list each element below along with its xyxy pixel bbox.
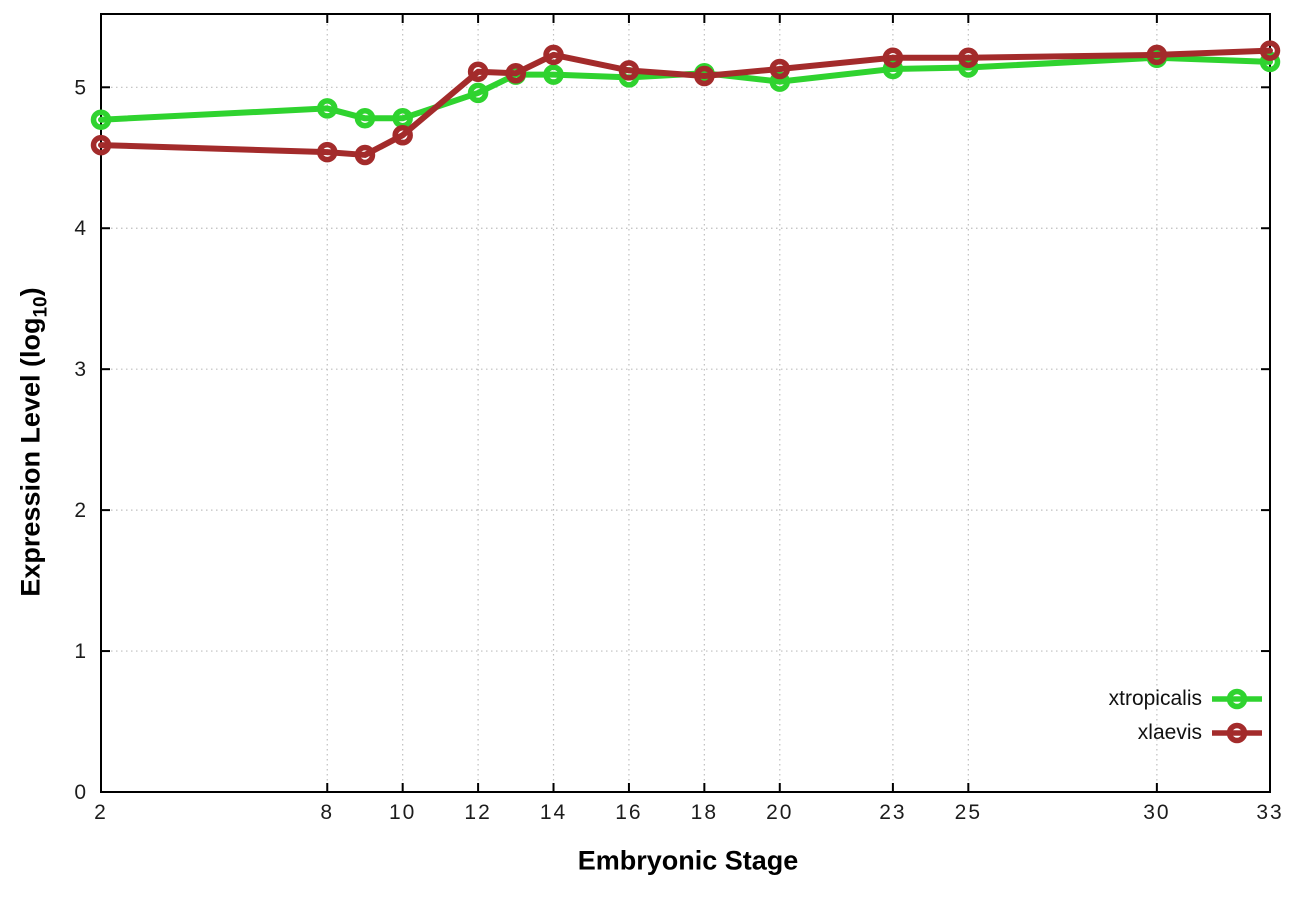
x-tick-label: 30 (1143, 801, 1170, 824)
y-tick-label: 1 (74, 640, 88, 663)
data-point-xlaevis-stage-9 (354, 144, 376, 166)
y-axis-title: Expression Level (log10) (16, 287, 53, 596)
data-point-xlaevis-stage-8 (317, 141, 338, 163)
x-axis-title: Embryonic Stage (577, 845, 799, 876)
legend: xtropicalis xlaevis (1109, 682, 1263, 750)
x-tick-label: 20 (766, 801, 793, 824)
y-axis-title-suffix: ) (15, 287, 46, 297)
series-marker-icon (1212, 722, 1262, 744)
data-point-xlaevis-stage-10 (392, 124, 413, 146)
x-tick-label: 12 (464, 801, 491, 824)
data-point-xlaevis-stage-30 (1146, 44, 1168, 66)
y-tick-label: 2 (74, 499, 88, 522)
x-tick-label: 14 (540, 801, 567, 824)
data-point-xlaevis-stage-25 (958, 47, 979, 68)
data-point-xtropicalis-stage-2 (90, 109, 112, 130)
data-point-xtropicalis-stage-12 (467, 82, 489, 104)
x-tick-label: 23 (879, 801, 906, 824)
series-marker-icon (1212, 688, 1262, 710)
series-line-xlaevis (98, 47, 1273, 158)
legend-label: xlaevis (1137, 721, 1202, 744)
plot-border (100, 13, 1271, 793)
data-point-xlaevis-stage-13 (505, 62, 527, 84)
data-point-xlaevis-stage-14 (543, 44, 564, 66)
data-point-xlaevis-stage-23 (882, 47, 904, 68)
data-point-xlaevis-stage-2 (90, 134, 112, 156)
legend-item-xlaevis: xlaevis (1109, 716, 1263, 750)
x-tick-label: 8 (320, 801, 334, 824)
y-axis-title-text: Expression Level (log (15, 317, 46, 597)
data-point-xtropicalis-stage-9 (354, 108, 376, 129)
data-point-xlaevis-stage-16 (618, 60, 640, 81)
data-point-xlaevis-stage-20 (769, 58, 791, 80)
legend-label: xtropicalis (1108, 687, 1202, 710)
legend-item-xtropicalis: xtropicalis (1109, 682, 1263, 716)
data-point-xtropicalis-stage-8 (317, 98, 338, 119)
data-point-xlaevis-stage-33 (1259, 40, 1281, 61)
x-tick-label: 18 (691, 801, 718, 824)
x-tick-label: 25 (955, 801, 982, 824)
y-tick-label: 5 (74, 76, 88, 99)
series-line-xtropicalis (98, 54, 1273, 123)
data-point-xtropicalis-stage-23 (882, 58, 904, 80)
x-tick-label: 10 (389, 801, 416, 824)
x-tick-label: 2 (94, 801, 108, 824)
y-tick-label: 3 (74, 358, 88, 381)
data-point-xtropicalis-stage-14 (543, 64, 564, 85)
data-point-xlaevis-stage-18 (694, 65, 715, 87)
x-tick-label: 16 (615, 801, 642, 824)
y-tick-label: 4 (74, 217, 88, 240)
data-point-xtropicalis-stage-33 (1259, 51, 1281, 73)
y-axis-title-subscript: 10 (30, 296, 52, 318)
data-point-xlaevis-stage-12 (467, 61, 489, 83)
y-tick-label: 0 (74, 781, 88, 804)
x-tick-label: 33 (1256, 801, 1283, 824)
